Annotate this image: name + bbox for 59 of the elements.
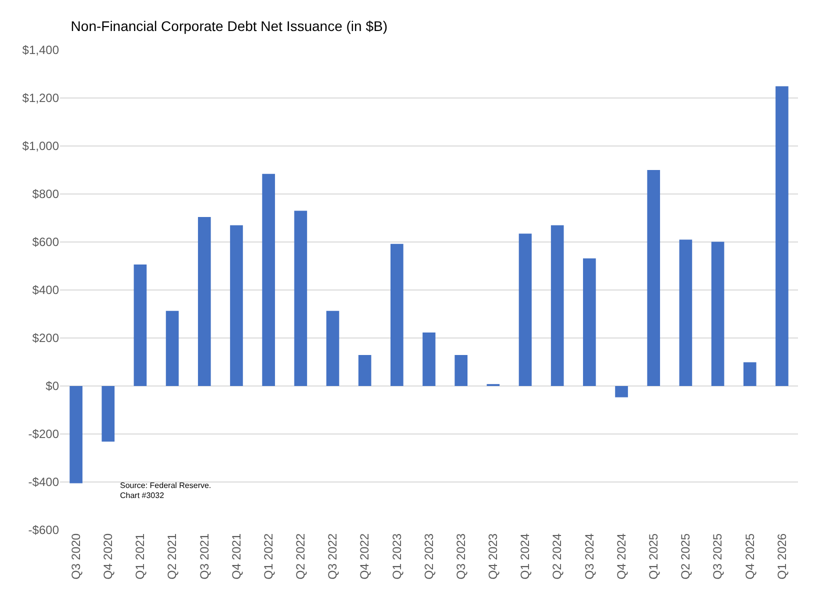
y-tick-label: -$200 xyxy=(28,427,60,442)
x-tick-label: Q2 2025 xyxy=(678,533,693,580)
bar xyxy=(230,225,243,386)
y-tick-label: $1,200 xyxy=(22,91,60,106)
x-tick-label: Q1 2022 xyxy=(261,533,276,580)
x-tick-label: Q3 2021 xyxy=(197,533,212,580)
annotation: Source: Federal Reserve. xyxy=(120,481,212,490)
bar xyxy=(422,332,436,386)
x-tick-label: Q3 2023 xyxy=(454,533,468,580)
x-tick-label: Q1 2021 xyxy=(133,533,148,580)
bar xyxy=(776,86,788,386)
y-tick-label: $1,400 xyxy=(22,43,60,58)
bar xyxy=(679,240,692,386)
x-tick-label: Q4 2021 xyxy=(229,533,244,580)
bar xyxy=(615,386,628,398)
annotation: Chart #3032 xyxy=(120,491,165,500)
x-tick-label: Q4 2024 xyxy=(614,533,628,580)
x-tick-label: Q2 2023 xyxy=(422,533,436,580)
y-tick-label: $600 xyxy=(32,235,60,250)
y-tick-label: $1,000 xyxy=(22,139,60,154)
x-tick-label: Q4 2020 xyxy=(101,533,116,580)
bar xyxy=(262,174,275,386)
x-tick-label: Q3 2025 xyxy=(710,533,725,580)
x-tick-label: Q1 2024 xyxy=(518,533,532,580)
x-tick-label: Q2 2024 xyxy=(550,533,564,580)
bar xyxy=(550,225,564,386)
x-tick-label: Q3 2020 xyxy=(68,533,83,580)
x-tick-label: Q1 2023 xyxy=(390,533,404,580)
y-tick-label: -$400 xyxy=(28,475,60,490)
bar xyxy=(326,310,340,386)
y-tick-label: $0 xyxy=(46,379,60,394)
x-tick-label: Q4 2022 xyxy=(358,533,372,580)
bar xyxy=(743,362,756,386)
bar xyxy=(166,310,179,386)
x-tick-label: Q3 2024 xyxy=(582,533,596,580)
x-tick-label: Q2 2022 xyxy=(294,533,308,580)
bar xyxy=(70,386,82,484)
y-tick-label: $200 xyxy=(32,331,60,346)
bar xyxy=(102,386,115,442)
bar xyxy=(647,170,660,386)
x-tick-label: Q4 2023 xyxy=(486,533,500,580)
bar xyxy=(454,355,468,386)
bar xyxy=(583,258,596,386)
bar xyxy=(134,264,147,386)
y-tick-label: $400 xyxy=(32,283,60,298)
x-tick-label: Q4 2025 xyxy=(742,533,757,580)
bar xyxy=(518,234,532,386)
chart-title: Non-Financial Corporate Debt Net Issuance (in $B) xyxy=(70,18,388,34)
bar xyxy=(711,242,724,386)
y-tick-label: -$600 xyxy=(28,523,60,538)
bar xyxy=(390,244,404,386)
x-tick-label: Q3 2022 xyxy=(326,533,340,580)
x-tick-label: Q1 2026 xyxy=(774,533,789,580)
x-tick-label: Q2 2021 xyxy=(165,533,180,580)
bar xyxy=(294,210,308,386)
x-tick-label: Q1 2025 xyxy=(646,533,661,580)
bar xyxy=(358,355,372,386)
y-tick-label: $800 xyxy=(32,187,60,202)
bar xyxy=(198,217,211,386)
